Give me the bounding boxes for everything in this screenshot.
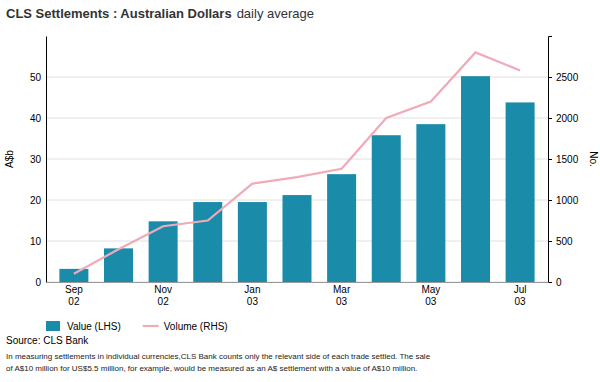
legend-label: Volume (RHS)	[164, 321, 228, 332]
legend-swatch	[46, 321, 60, 331]
tick: 2500	[548, 72, 579, 83]
tick: 2000	[548, 113, 579, 124]
tick: 0	[548, 277, 562, 288]
tick: 0	[35, 277, 46, 288]
tick-label-line: Jan	[244, 284, 260, 295]
axis-line	[46, 37, 47, 283]
axis-line	[47, 282, 549, 283]
tick-label-line: Sep	[65, 284, 83, 295]
tick-label: 20	[30, 195, 42, 206]
tick-mark	[548, 77, 552, 78]
tick-mark	[548, 200, 552, 201]
bar	[461, 76, 490, 282]
bar	[104, 248, 133, 282]
tick: Mar03	[333, 284, 351, 307]
tick: Sep02	[65, 284, 83, 307]
tick-mark	[548, 282, 552, 283]
legend-item: Volume (RHS)	[143, 321, 228, 332]
bar	[193, 202, 222, 282]
tick-mark	[548, 241, 552, 242]
tick: 1500	[548, 154, 579, 165]
legend-item: Value (LHS)	[46, 321, 121, 332]
line	[74, 52, 520, 273]
tick-label: 500	[556, 236, 573, 247]
y-axis: 0 10 20 30 40 50	[30, 37, 47, 288]
tick-label-line: 03	[336, 296, 348, 307]
tick: 10	[30, 236, 46, 247]
tick-label: 1000	[556, 195, 579, 206]
tick-label: Jul03	[514, 284, 527, 307]
tick-label: 30	[30, 154, 42, 165]
tick-label-line: 02	[158, 296, 170, 307]
bar	[372, 135, 401, 282]
bar	[238, 202, 267, 282]
tick: 30	[30, 154, 46, 165]
tick-label-line: 03	[515, 296, 527, 307]
bar	[59, 269, 88, 282]
legend: Value (LHS) Volume (RHS)	[46, 321, 228, 332]
tick-label-line: 03	[247, 296, 259, 307]
tick-label: Jan03	[244, 284, 260, 307]
title-line: CLS Settlements : Australian Dollars dail…	[6, 6, 314, 21]
tick-label-line: Mar	[333, 284, 351, 295]
tick-label: 2500	[556, 72, 579, 83]
tick-label: 0	[35, 277, 41, 288]
bar	[282, 195, 311, 282]
y2-axis-title: No.	[588, 151, 599, 167]
legend-swatch	[143, 325, 159, 327]
y-axis-title: A$b	[4, 150, 15, 168]
tick: Jan03	[244, 284, 260, 307]
tick-label: 2000	[556, 113, 579, 124]
grid	[46, 77, 548, 282]
tick-label: 40	[30, 113, 42, 124]
bar	[416, 124, 445, 282]
tick-label: Mar03	[333, 284, 351, 307]
y2-axis: 0 500 1000 1500 2000 2500	[548, 37, 579, 288]
title: CLS Settlements : Australian Dollars	[6, 6, 232, 21]
tick-label-line: Nov	[154, 284, 172, 295]
x-axis: Sep02Nov02Jan03Mar03May03Jul03	[47, 283, 549, 307]
footnote: In measuring settlements in individual c…	[6, 352, 431, 361]
tick: 20	[30, 195, 46, 206]
tick: 40	[30, 113, 46, 124]
tick: 500	[548, 236, 573, 247]
tick-label: 50	[30, 72, 42, 83]
source: Source: CLS Bank	[6, 335, 89, 346]
plot-area	[59, 52, 534, 282]
tick: Jul03	[514, 284, 527, 307]
tick: May03	[421, 284, 440, 307]
tick: 50	[30, 72, 46, 83]
tick-label: Nov02	[154, 284, 172, 307]
legend-label: Value (LHS)	[67, 321, 121, 332]
tick-mark	[548, 118, 552, 119]
tick-label: 10	[30, 236, 42, 247]
tick-label-line: May	[421, 284, 440, 295]
tick-label-line: Jul	[514, 284, 527, 295]
chart: CLS Settlements : Australian Dollars dail…	[0, 0, 600, 382]
footnote: of A$10 million for US$5.5 million, for …	[6, 364, 417, 373]
bar	[506, 102, 535, 282]
tick-label-line: 02	[68, 296, 80, 307]
axis-line	[549, 37, 553, 283]
tick-label: 0	[556, 277, 562, 288]
tick: Nov02	[154, 284, 172, 307]
tick: 1000	[548, 195, 579, 206]
bar-series	[59, 76, 534, 282]
tick-label: 1500	[556, 154, 579, 165]
tick-label: May03	[421, 284, 440, 307]
tick-mark	[548, 159, 552, 160]
tick-label-line: 03	[425, 296, 437, 307]
tick-label: Sep02	[65, 284, 83, 307]
subtitle: daily average	[237, 6, 314, 21]
bar	[327, 174, 356, 282]
